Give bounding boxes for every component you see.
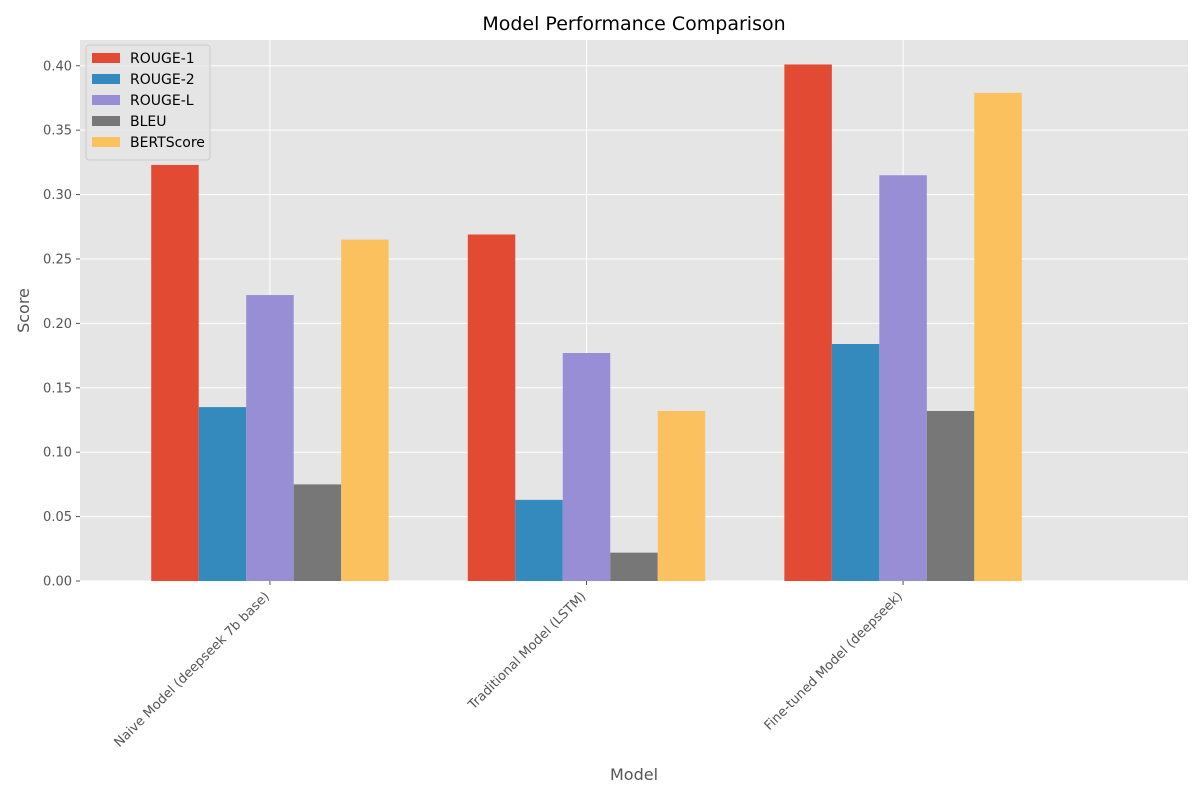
bar-rouge-2 — [831, 343, 880, 581]
legend-frame — [85, 44, 211, 161]
y-axis: 0.00 0.05 0.10 0.15 0.20 0.25 0.30 0.35 0.40 — [43, 59, 80, 590]
bars — [151, 64, 1022, 582]
x-axis: Naive Model (deepseek 7b base) Traditiona… — [112, 581, 906, 750]
legend-label: ROUGE-1 — [130, 51, 195, 67]
legend-label: BERTScore — [130, 135, 205, 151]
y-tick-label: 0.40 — [43, 59, 72, 74]
bar-rouge-1 — [151, 164, 199, 581]
y-tick-label: 0.05 — [43, 510, 72, 525]
bar-rouge-l — [879, 175, 927, 581]
bar-bertscore — [974, 92, 1022, 582]
bar-rouge-2 — [198, 407, 247, 581]
legend-swatch — [92, 53, 120, 63]
y-tick-label: 0.20 — [43, 317, 72, 332]
bar-rouge-1 — [784, 64, 832, 581]
y-tick-label: 0.35 — [43, 124, 72, 139]
chart-title: Model Performance Comparison — [482, 13, 785, 35]
bar-rouge-2 — [515, 499, 563, 581]
x-axis-title: Model — [610, 765, 658, 784]
x-tick-label: Fine-tuned Model (deepseek) — [762, 589, 906, 733]
legend-swatch — [92, 95, 120, 105]
bar-bleu — [926, 410, 975, 581]
bar-rouge-1 — [467, 234, 516, 581]
legend: ROUGE-1 ROUGE-2 ROUGE-L BLEU BERTScore — [85, 44, 211, 161]
y-tick-label: 0.30 — [43, 188, 72, 203]
y-tick-label: 0.10 — [43, 446, 72, 461]
y-tick-label: 0.25 — [43, 252, 72, 267]
legend-label: ROUGE-2 — [130, 72, 195, 88]
y-tick-label: 0.15 — [43, 381, 72, 396]
legend-swatch — [92, 74, 120, 84]
bar-bleu — [293, 484, 342, 581]
x-tick-label: Traditional Model (LSTM) — [465, 589, 589, 713]
bar-bertscore — [657, 410, 706, 581]
legend-label: BLEU — [130, 114, 167, 130]
legend-swatch — [92, 116, 120, 126]
bar-rouge-l — [246, 295, 294, 581]
y-axis-title: Score — [14, 288, 33, 333]
legend-label: ROUGE-L — [130, 93, 194, 109]
bar-bleu — [610, 552, 658, 581]
y-tick-label: 0.00 — [43, 575, 72, 590]
x-tick-label: Naive Model (deepseek 7b base) — [112, 589, 273, 750]
legend-swatch — [92, 137, 120, 147]
bar-rouge-l — [562, 353, 611, 581]
bar-bertscore — [341, 239, 389, 581]
